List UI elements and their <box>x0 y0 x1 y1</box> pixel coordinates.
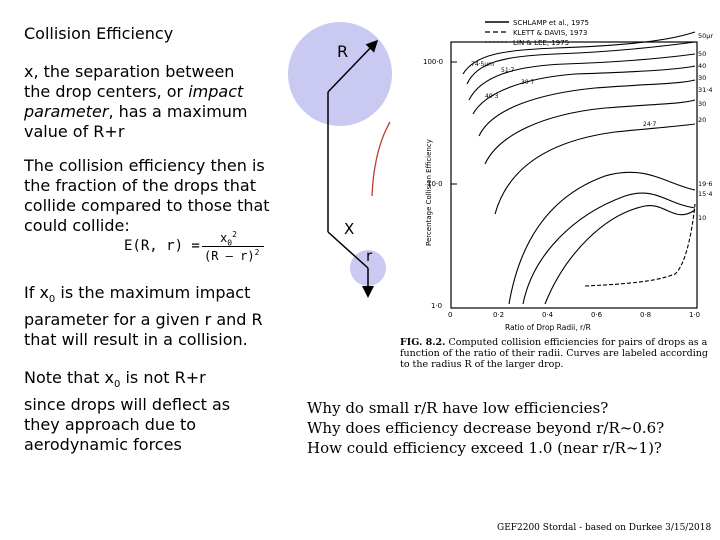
slide-footer: GEF2200 Stordal - based on Durkee 3/15/2… <box>497 523 712 533</box>
curve-label-30b: 30 <box>698 100 706 108</box>
curve-label-24-7: 24·7 <box>643 121 657 128</box>
curve-label-51-7: 51·7 <box>501 67 515 74</box>
curve-24 <box>484 99 696 165</box>
impact-parameter-paragraph: x, the separation between the drop cente… <box>24 62 264 142</box>
label-x: X <box>344 220 354 238</box>
label-R: R <box>337 42 348 61</box>
curve-30 <box>478 79 696 137</box>
para3-sub: 0 <box>48 294 56 306</box>
curve-label-40: 40 <box>698 62 706 70</box>
x-tick-04: 0·4 <box>542 311 554 319</box>
curve-label-10: 10 <box>698 214 706 222</box>
curve-small <box>584 203 696 287</box>
formula-numerator: x02 <box>220 230 237 247</box>
x-tick-06: 0·6 <box>591 311 603 319</box>
curve-19 <box>508 171 696 305</box>
formula-num-x: x <box>220 231 228 245</box>
x-tick-10: 1·0 <box>689 311 700 319</box>
legend-entry-3: LIN & LEE, 1975 <box>513 39 569 47</box>
curve-label-30a: 30 <box>698 74 706 82</box>
y-tick-100: 100·0 <box>423 58 443 66</box>
curve-50um <box>462 31 696 75</box>
curve-label-20: 20 <box>698 116 706 124</box>
curve-40 <box>472 65 696 115</box>
x-tick-0: 0 <box>448 311 452 319</box>
para4-text-b: is not R+r since drops will deflect as t… <box>24 368 231 455</box>
curve-10 <box>544 204 696 305</box>
efficiency-figure: SCHLAMP et al., 1975 KLETT & DAVIS, 1973… <box>423 19 713 332</box>
y-tick-1: 1·0 <box>431 302 442 310</box>
drop-center-line <box>327 231 369 269</box>
x-tick-02: 0·2 <box>493 311 504 319</box>
legend-entry-2: KLETT & DAVIS, 1973 <box>513 29 587 37</box>
para1-italic: impact parameter <box>24 82 244 121</box>
formula-den-text: (R – r) <box>204 249 255 263</box>
curve-label-50: 50 <box>698 50 706 58</box>
para1-text-a: x, the separation between the drop cente… <box>24 62 235 101</box>
curve-label-30-7: 30·7 <box>521 79 535 86</box>
para3-text-a: If x <box>24 283 49 302</box>
question-2: Why does efficiency decrease beyond r/R~… <box>307 419 665 437</box>
deflection-note: Note that x0 is not R+r since drops will… <box>24 368 244 455</box>
efficiency-paragraph: The collision efficiency then is the fra… <box>24 156 270 235</box>
formula-num-sup: 2 <box>232 230 237 239</box>
radius-R-arrow <box>327 39 379 93</box>
question-1: Why do small r/R have low efficiencies? <box>307 399 609 417</box>
curve-label-74-5: 74·5µm <box>471 61 494 68</box>
large-drop <box>288 22 392 126</box>
label-r: r <box>366 247 373 265</box>
curve-74um <box>466 41 696 85</box>
para1-text-b: , has a maximum value of R+r <box>24 102 248 141</box>
x-axis-label: Ratio of Drop Radii, r/R <box>505 323 591 332</box>
discussion-questions: Why do small r/R have low efficiencies? … <box>307 398 707 458</box>
caption-lead: FIG. 8.2. <box>400 337 446 348</box>
formula-den-sup: 2 <box>254 248 260 257</box>
para4-text-a: Note that x <box>24 368 115 387</box>
y-axis-label: Percentage Collision Efficiency <box>425 139 433 246</box>
formula-num-sub: 0 <box>227 238 233 248</box>
max-impact-paragraph: If x0 is the maximum impact parameter fo… <box>24 283 294 350</box>
legend-entry-1: SCHLAMP et al., 1975 <box>513 19 589 27</box>
curve-label-19-6: 19·6 <box>698 180 712 188</box>
para3-text-b: is the maximum impact parameter for a gi… <box>24 283 263 350</box>
caption-text: Computed collision efficiencies for pair… <box>400 337 708 370</box>
y-tick-10: 10·0 <box>427 180 443 188</box>
para4-sub: 0 <box>114 379 121 391</box>
figure-caption: FIG. 8.2. Computed collision efficiencie… <box>400 337 712 370</box>
x-tick-08: 0·8 <box>640 311 651 319</box>
curve-label-40-3: 40·3 <box>485 93 499 100</box>
formula-lhs: E(R, r) = <box>124 238 200 254</box>
formula-fraction-bar <box>202 246 264 247</box>
slide-title: Collision Efficiency <box>24 24 174 43</box>
plot-frame <box>450 41 698 309</box>
trajectory-curve <box>371 121 391 197</box>
efficiency-curves <box>462 31 696 305</box>
formula-denominator: (R – r)2 <box>204 248 259 263</box>
curve-label-15-4: 15·4 <box>698 190 712 198</box>
curve-50 <box>468 53 696 101</box>
curve-label-50um: 50µm <box>698 32 713 40</box>
curve-label-31-4: 31·4 <box>698 86 712 94</box>
question-3: How could efficiency exceed 1.0 (near r/… <box>307 439 662 457</box>
collision-diagram: R X r <box>288 22 392 298</box>
curve-15 <box>522 192 696 305</box>
efficiency-formula: E(R, r) = x02 (R – r)2 <box>124 230 274 272</box>
curve-20 <box>494 123 696 215</box>
